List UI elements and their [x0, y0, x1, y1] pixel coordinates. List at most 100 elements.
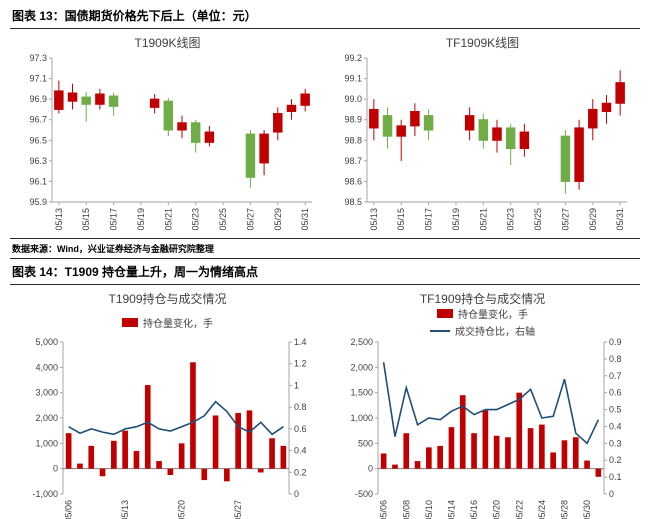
svg-text:0.6: 0.6 — [294, 424, 307, 434]
chart-title-tf1909k: TF1909K线图 — [445, 36, 520, 50]
tf1909-candlestick-chart: TF1909K线图 98.5 98.6 98.7 98.8 98.9 99.0 99.1 99… — [325, 29, 640, 238]
svg-text:0.5: 0.5 — [609, 405, 622, 415]
svg-text:05/13: 05/13 — [120, 500, 130, 519]
svg-text:99.0: 99.0 — [344, 94, 362, 104]
t1909-combo-chart: T1909持仓与成交情况 持仓量变化，手 -1,000 0 1,000 2,000 3,… — [10, 285, 325, 519]
svg-text:96.5: 96.5 — [29, 135, 47, 145]
svg-text:1.2: 1.2 — [294, 359, 307, 369]
svg-text:1,500: 1,500 — [350, 388, 373, 398]
svg-text:05/19: 05/19 — [135, 208, 145, 231]
svg-text:05/27: 05/27 — [560, 208, 570, 231]
svg-text:97.1: 97.1 — [29, 74, 47, 84]
svg-text:0.7: 0.7 — [609, 371, 622, 381]
svg-text:98.5: 98.5 — [344, 197, 362, 207]
svg-text:98.6: 98.6 — [344, 176, 362, 186]
chart-title-t1909k: T1909K线图 — [134, 36, 201, 50]
svg-text:05/31: 05/31 — [615, 208, 625, 231]
legend-label: 持仓量变化，手 — [143, 318, 213, 330]
svg-text:05/23: 05/23 — [505, 208, 515, 231]
svg-text:05/25: 05/25 — [218, 208, 228, 231]
svg-text:500: 500 — [357, 438, 372, 448]
svg-text:0.4: 0.4 — [609, 421, 622, 431]
tf1909-candlestick-svg: 98.5 98.6 98.7 98.8 98.9 99.0 99.1 99.2 05/13 05/… — [344, 53, 627, 231]
svg-text:05/31: 05/31 — [300, 208, 310, 231]
svg-text:05/21: 05/21 — [163, 208, 173, 231]
svg-text:05/15: 05/15 — [396, 208, 406, 231]
svg-text:05/15: 05/15 — [81, 208, 91, 231]
legend-item-oi-change: 持仓量变化，手 — [122, 315, 213, 330]
svg-text:96.7: 96.7 — [29, 115, 47, 125]
svg-text:3,000: 3,000 — [35, 388, 58, 398]
svg-text:05/14: 05/14 — [446, 500, 456, 519]
svg-text:-1,000: -1,000 — [32, 489, 58, 499]
svg-text:05/10: 05/10 — [423, 500, 433, 519]
svg-text:1,000: 1,000 — [350, 413, 373, 423]
svg-text:0.6: 0.6 — [609, 388, 622, 398]
svg-text:96.3: 96.3 — [29, 156, 47, 166]
svg-text:0.8: 0.8 — [609, 354, 622, 364]
figure14-header: 图表 14：T1909 持仓量上升，周一为情绪高点 — [10, 259, 640, 285]
svg-text:05/28: 05/28 — [559, 500, 569, 519]
t1909-combo-legend: 持仓量变化，手 — [122, 308, 213, 336]
svg-text:05/27: 05/27 — [245, 208, 255, 231]
legend-label: 持仓量变化，手 — [458, 310, 528, 321]
svg-text:0: 0 — [52, 464, 57, 474]
svg-text:96.9: 96.9 — [29, 94, 47, 104]
svg-text:05/20: 05/20 — [176, 500, 186, 519]
svg-text:05/27: 05/27 — [233, 500, 243, 519]
svg-text:0.8: 0.8 — [294, 402, 307, 412]
svg-text:05/21: 05/21 — [478, 208, 488, 231]
svg-text:95.9: 95.9 — [29, 197, 47, 207]
svg-text:05/16: 05/16 — [469, 500, 479, 519]
svg-text:2,500: 2,500 — [350, 337, 373, 347]
svg-text:05/29: 05/29 — [272, 208, 282, 231]
svg-text:05/17: 05/17 — [108, 208, 118, 231]
svg-text:2,000: 2,000 — [350, 362, 373, 372]
t1909-combo-svg: -1,000 0 1,000 2,000 3,000 4,000 5,000 0 0.2 0.4 0… — [32, 337, 307, 519]
svg-text:05/17: 05/17 — [423, 208, 433, 231]
svg-text:99.2: 99.2 — [344, 53, 362, 63]
svg-text:98.9: 98.9 — [344, 115, 362, 125]
svg-text:0.9: 0.9 — [609, 337, 622, 347]
legend-item-turnover-ratio: 成交持仓比，右轴 — [430, 323, 535, 338]
svg-text:1: 1 — [294, 380, 299, 390]
svg-text:99.1: 99.1 — [344, 74, 362, 84]
bar-legend-swatch — [437, 309, 453, 318]
svg-text:05/08: 05/08 — [401, 500, 411, 519]
svg-text:05/20: 05/20 — [491, 500, 501, 519]
tf1909-combo-chart: TF1909持仓与成交情况 持仓量变化，手 成交持仓比，右轴 -500 0 500 1… — [325, 285, 640, 519]
svg-text:05/19: 05/19 — [450, 208, 460, 231]
svg-text:05/22: 05/22 — [514, 500, 524, 519]
tf1909-combo-svg: -500 0 500 1,000 1,500 2,000 2,500 0 0.1 0.2 0.3 0.… — [350, 337, 622, 519]
figure13-header: 图表 13：国债期货价格先下后上（单位：元） — [10, 3, 640, 29]
legend-item-oi-change: 持仓量变化，手 — [437, 306, 528, 321]
svg-text:2,000: 2,000 — [35, 413, 58, 423]
figure13-charts: T1909K线图 95.9 96.1 96.3 96.5 96.7 96.9 97.1 97.… — [10, 29, 640, 238]
svg-text:05/06: 05/06 — [63, 500, 73, 519]
svg-text:05/23: 05/23 — [190, 208, 200, 231]
svg-text:96.1: 96.1 — [29, 176, 47, 186]
tf1909-combo-legend: 持仓量变化，手 成交持仓比，右轴 — [430, 306, 535, 338]
svg-text:0.2: 0.2 — [609, 455, 622, 465]
legend-label: 成交持仓比，右轴 — [455, 327, 535, 338]
svg-text:0: 0 — [609, 489, 614, 499]
line-legend-swatch — [430, 329, 450, 332]
svg-text:05/13: 05/13 — [53, 208, 63, 231]
bar-legend-swatch — [122, 317, 138, 327]
t1909-candlestick-chart: T1909K线图 95.9 96.1 96.3 96.5 96.7 96.9 97.1 97.… — [10, 29, 325, 238]
svg-text:97.3: 97.3 — [29, 53, 47, 63]
svg-text:05/29: 05/29 — [587, 208, 597, 231]
svg-text:0.2: 0.2 — [294, 467, 307, 477]
svg-text:4,000: 4,000 — [35, 362, 58, 372]
figure14-charts: T1909持仓与成交情况 持仓量变化，手 -1,000 0 1,000 2,000 3,… — [10, 285, 640, 519]
chart-title-t1909-combo: T1909持仓与成交情况 — [108, 292, 227, 306]
svg-text:05/24: 05/24 — [536, 500, 546, 519]
svg-text:0.4: 0.4 — [294, 446, 307, 456]
svg-text:05/25: 05/25 — [533, 208, 543, 231]
chart-title-tf1909-combo: TF1909持仓与成交情况 — [419, 292, 546, 306]
svg-text:0: 0 — [367, 464, 372, 474]
svg-text:-500: -500 — [354, 489, 372, 499]
svg-text:98.7: 98.7 — [344, 156, 362, 166]
svg-text:0.1: 0.1 — [609, 472, 622, 482]
